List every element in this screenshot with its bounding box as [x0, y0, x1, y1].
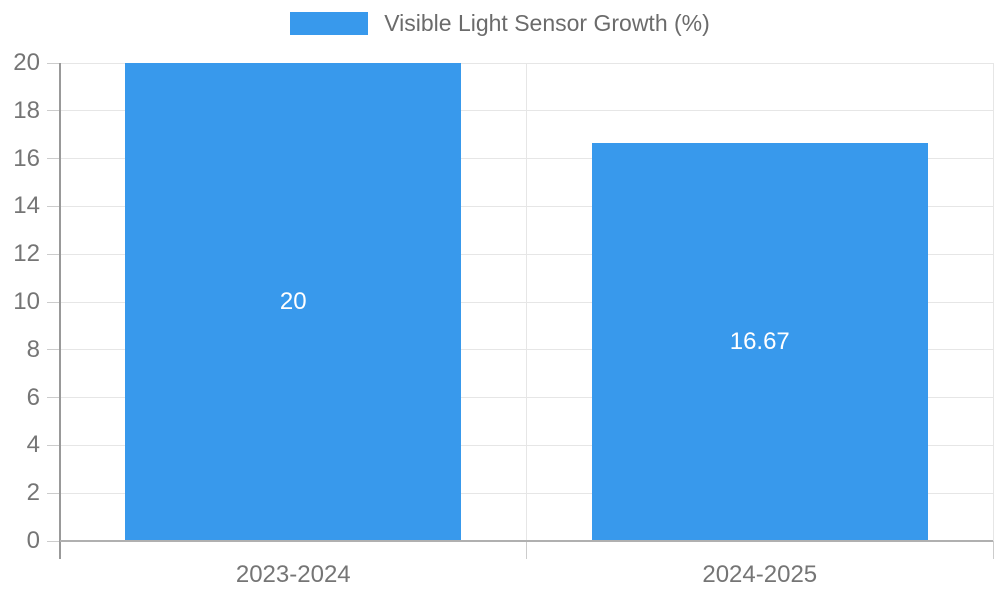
- y-axis-line: [59, 63, 61, 559]
- y-axis-tick-label: 14: [13, 192, 40, 220]
- v-gridline: [526, 63, 527, 541]
- x-axis-tick-label: 2024-2025: [702, 561, 818, 588]
- legend-label: Visible Light Sensor Growth (%): [384, 10, 710, 36]
- x-axis-line: [60, 540, 993, 542]
- y-axis-tick-label: 12: [13, 240, 40, 268]
- y-axis-tick: [47, 492, 60, 494]
- y-axis-tick-label: 6: [26, 383, 40, 411]
- x-axis-tick: [526, 541, 527, 559]
- y-axis-tick-label: 2: [26, 479, 40, 507]
- y-axis-tick: [47, 349, 60, 351]
- x-axis-tick: [992, 541, 994, 559]
- y-axis-tick: [47, 158, 60, 160]
- y-axis-tick: [47, 444, 60, 446]
- y-axis-tick: [47, 253, 60, 255]
- y-axis-tick-label: 20: [13, 49, 40, 76]
- v-gridline: [992, 63, 994, 541]
- y-axis-tick: [47, 205, 60, 207]
- y-axis-tick: [47, 110, 60, 112]
- bar-value-label: 16.67: [729, 327, 790, 355]
- x-axis-tick-label: 2023-2024: [235, 561, 351, 588]
- y-axis-tick-label: 10: [13, 288, 40, 315]
- y-axis-tick-label: 18: [13, 96, 40, 124]
- y-axis-tick-label: 16: [13, 144, 40, 172]
- y-axis-tick: [47, 540, 60, 542]
- legend-swatch: [290, 12, 369, 35]
- y-axis-tick-label: 8: [26, 335, 40, 363]
- chart-legend: Visible Light Sensor Growth (%): [0, 10, 1000, 37]
- bar-value-label: 20: [279, 288, 307, 315]
- bar: [125, 63, 461, 541]
- y-axis-tick: [47, 301, 60, 303]
- y-axis-tick-label: 4: [26, 431, 40, 459]
- y-axis-tick: [47, 62, 60, 64]
- y-axis-tick: [47, 397, 60, 399]
- y-axis-tick-label: 0: [26, 527, 40, 554]
- bar: [592, 142, 928, 541]
